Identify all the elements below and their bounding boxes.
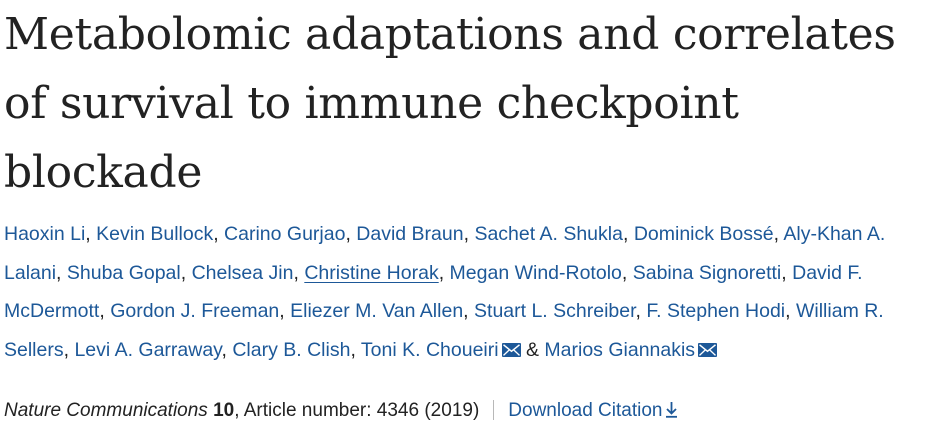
download-citation-label: Download Citation bbox=[508, 400, 663, 421]
author-separator: , bbox=[293, 261, 305, 284]
author-link[interactable]: Kevin Bullock bbox=[96, 223, 214, 245]
article-number: 4346 bbox=[376, 400, 420, 421]
author-separator: , bbox=[438, 261, 450, 284]
author-link[interactable]: Haoxin Li bbox=[4, 223, 86, 245]
author-separator: , bbox=[621, 261, 633, 284]
author-separator: , bbox=[56, 261, 67, 284]
author-link[interactable]: Megan Wind-Rotolo bbox=[449, 261, 622, 284]
author-link[interactable]: William R. Sellers bbox=[4, 300, 884, 362]
author-separator: , bbox=[99, 300, 111, 323]
download-arrow-icon bbox=[666, 402, 678, 418]
author-separator: , bbox=[350, 339, 361, 362]
publication-year: (2019) bbox=[419, 400, 480, 421]
volume-number: 10 bbox=[213, 400, 235, 421]
author-link[interactable]: F. Stephen Hodi bbox=[646, 300, 786, 323]
author-separator: , bbox=[622, 223, 634, 245]
author-link[interactable]: Eliezer M. Van Allen bbox=[290, 300, 464, 323]
citation-line: Nature Communications 10, Article number… bbox=[4, 396, 678, 426]
author-link[interactable]: Sachet A. Shukla bbox=[474, 223, 623, 245]
author-separator: , bbox=[85, 223, 97, 245]
author-link[interactable]: Carino Gurjao bbox=[224, 223, 346, 245]
author-separator: , bbox=[213, 223, 225, 245]
author-separator: , bbox=[635, 300, 647, 323]
author-list: Haoxin Li, Kevin Bullock, Carino Gurjao,… bbox=[4, 215, 932, 370]
author-link[interactable]: Clary B. Clish bbox=[232, 339, 351, 362]
author-separator: , bbox=[279, 300, 291, 323]
author-separator: , bbox=[463, 223, 475, 245]
author-link[interactable]: Marios Giannakis bbox=[544, 339, 696, 362]
author-separator: , bbox=[785, 300, 796, 323]
author-link[interactable]: David Braun bbox=[356, 223, 464, 245]
author-link[interactable]: Chelsea Jin bbox=[191, 261, 294, 284]
author-separator: , bbox=[180, 261, 192, 284]
author-link[interactable]: Gordon J. Freeman bbox=[110, 300, 280, 323]
author-separator: , bbox=[463, 300, 475, 323]
author-separator: , bbox=[773, 223, 784, 245]
author-link[interactable]: Sabina Signoretti bbox=[632, 261, 782, 284]
article-number-label: , Article number: bbox=[234, 400, 377, 421]
author-separator: , bbox=[63, 339, 75, 362]
author-link-hovered[interactable]: Christine Horak bbox=[304, 261, 439, 284]
author-link[interactable]: Levi A. Garraway bbox=[74, 339, 222, 362]
journal-name: Nature Communications bbox=[4, 400, 208, 421]
author-separator: & bbox=[520, 339, 545, 362]
author-link[interactable]: David F. McDermott bbox=[4, 261, 863, 323]
email-icon[interactable] bbox=[501, 343, 521, 358]
author-link[interactable]: Toni K. Choueiri bbox=[360, 339, 499, 362]
author-link[interactable]: Shuba Gopal bbox=[66, 261, 181, 284]
author-link[interactable]: Aly-Khan A. Lalani bbox=[4, 223, 886, 284]
author-link[interactable]: Dominick Bossé bbox=[633, 223, 774, 245]
author-link[interactable]: Stuart L. Schreiber bbox=[474, 300, 636, 323]
author-separator: , bbox=[221, 339, 233, 362]
author-separator: , bbox=[345, 223, 357, 245]
article-title: Metabolomic adaptations and correlates o… bbox=[4, 9, 896, 198]
author-separator: , bbox=[781, 261, 793, 284]
divider bbox=[493, 400, 495, 420]
email-icon[interactable] bbox=[698, 343, 718, 358]
download-citation-link[interactable]: Download Citation bbox=[508, 400, 678, 421]
